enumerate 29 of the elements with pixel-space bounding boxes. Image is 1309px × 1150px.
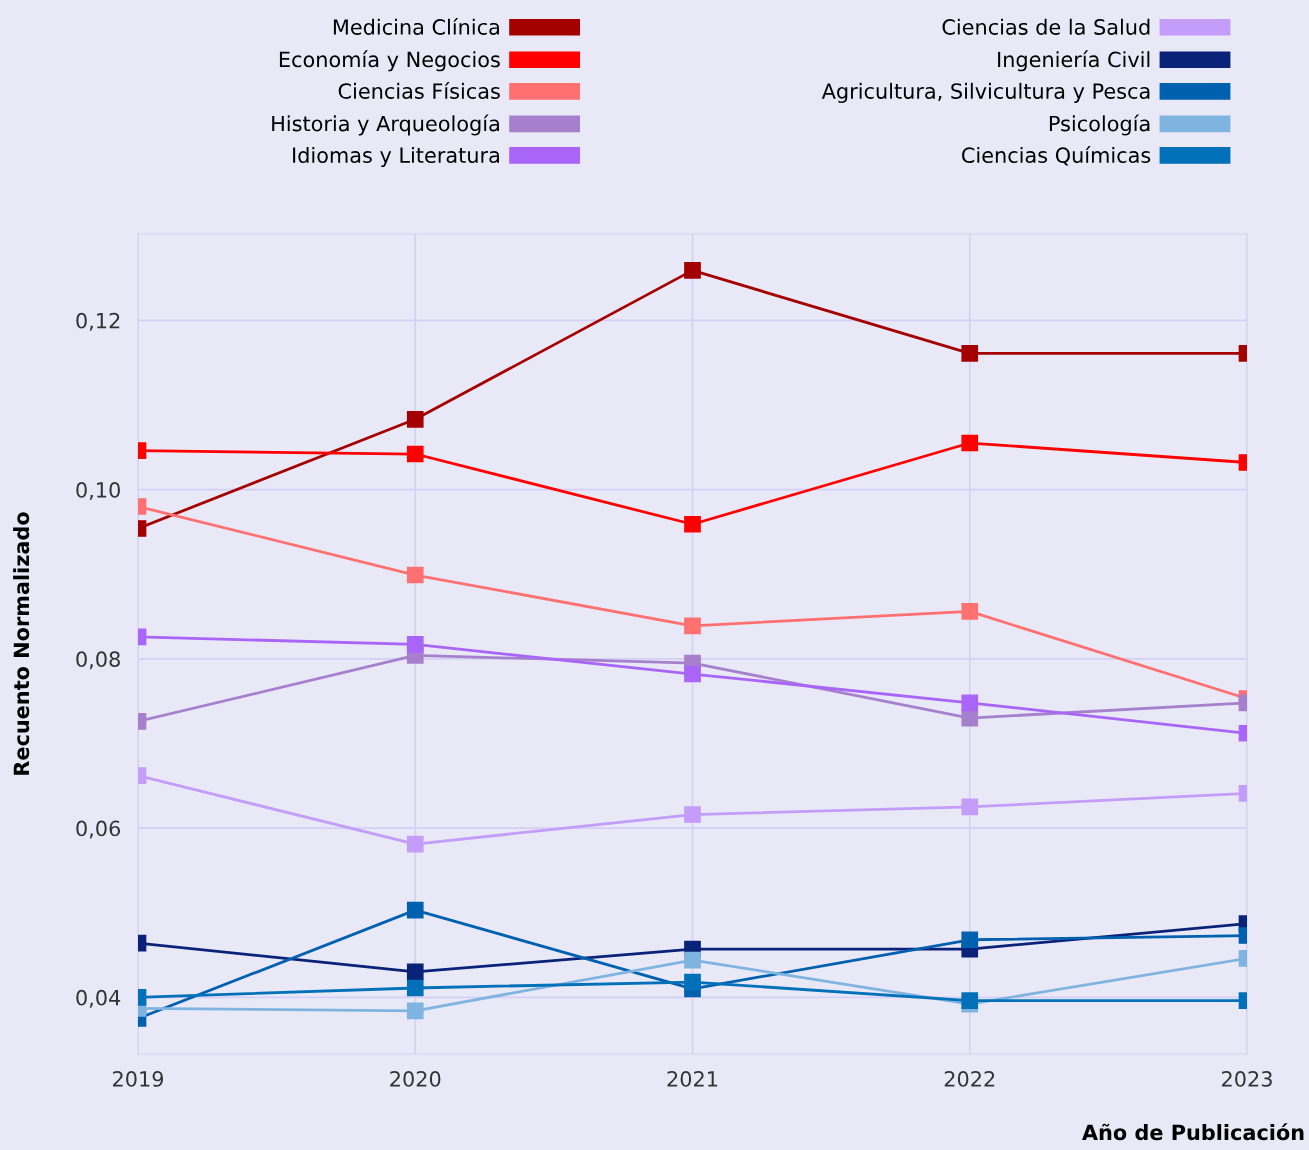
point	[684, 262, 701, 279]
point	[684, 806, 701, 823]
point	[684, 665, 701, 683]
y-tick-label: 0,12	[76, 312, 120, 331]
x-tick-label: 2023	[1222, 1071, 1272, 1087]
point	[684, 515, 701, 533]
legend-label: Idiomas y Literatura	[293, 146, 499, 168]
y-axis-title: Recuento Normalizado	[13, 512, 30, 775]
y-tick-label: 0,04	[76, 989, 121, 1008]
point	[684, 617, 701, 635]
legend-label: Economía y Negocios	[279, 50, 500, 72]
legend-label: Historia y Arqueología	[272, 114, 499, 136]
legend-label: Medicina Clínica	[333, 17, 499, 35]
legend-label: Ciencias Físicas	[338, 81, 500, 99]
point	[684, 951, 701, 969]
legend-label: Ciencias de la Salud	[942, 18, 1150, 35]
x-tick-label: 2021	[667, 1071, 718, 1087]
y-tick-label: 0,08	[76, 651, 120, 670]
legend-label: Agricultura, Silvicultura y Pesca	[821, 82, 1150, 103]
point	[684, 973, 701, 991]
legend-label: Ciencias Químicas	[962, 146, 1151, 166]
legend-label: Psicología	[1049, 114, 1150, 136]
x-axis-title: Año de Publicación	[1082, 1123, 1304, 1141]
x-tick-label: 2019	[113, 1071, 164, 1087]
y-tick-label: 0,06	[76, 820, 121, 839]
x-tick-label: 2022	[944, 1071, 995, 1087]
legend-label: Ingeniería Civil	[998, 50, 1150, 72]
y-tick-label: 0,10	[76, 482, 120, 500]
x-tick-label: 2020	[390, 1071, 441, 1087]
